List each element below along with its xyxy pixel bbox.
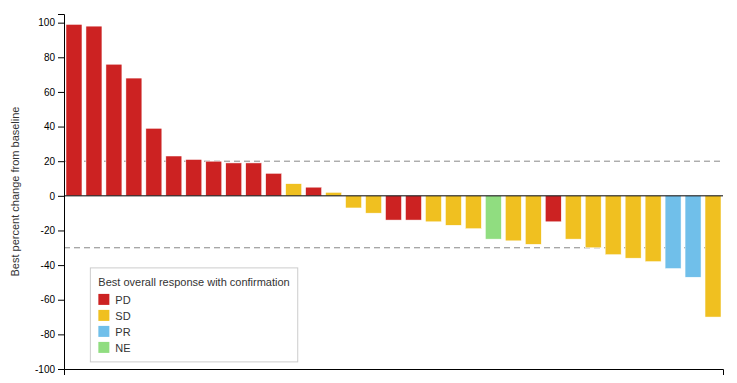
legend-item: PD xyxy=(98,294,130,306)
bar xyxy=(425,196,441,222)
bar xyxy=(166,156,182,196)
legend-title: Best overall response with confirmation xyxy=(98,276,289,288)
bar xyxy=(386,196,402,220)
bar xyxy=(545,196,561,222)
y-tick: 40 xyxy=(44,121,64,132)
y-tick: -60 xyxy=(41,294,64,305)
legend: Best overall response with confirmation P… xyxy=(90,268,297,362)
y-axis-label: Best percent change from baseline xyxy=(9,107,21,277)
y-tick-mark xyxy=(58,57,64,58)
legend-swatch xyxy=(98,294,109,305)
y-tick-label: -100 xyxy=(35,364,55,375)
bar xyxy=(565,196,581,239)
y-tick: 20 xyxy=(44,156,64,167)
y-tick: 0 xyxy=(49,191,64,202)
y-tick-mark xyxy=(58,127,64,128)
y-tick: 60 xyxy=(44,87,64,98)
bar xyxy=(246,163,262,196)
legend-swatch xyxy=(98,310,109,321)
y-tick-mark xyxy=(58,161,64,162)
plot: -100 -80 -60 -40 -20 0 20 40 60 80 100 Best overall… xyxy=(35,15,724,376)
bar xyxy=(625,196,641,258)
x-axis xyxy=(65,370,724,376)
bar xyxy=(445,196,461,225)
y-tick-label: -40 xyxy=(41,260,56,271)
y-tick-mark xyxy=(58,92,64,93)
bar xyxy=(286,184,302,196)
y-tick-mark xyxy=(58,265,64,266)
bar xyxy=(366,196,382,213)
y-tick-mark xyxy=(58,369,64,370)
y-tick: 80 xyxy=(44,52,64,63)
bar xyxy=(106,64,122,196)
bar xyxy=(585,196,601,248)
y-tick: -80 xyxy=(41,329,64,340)
legend-swatch xyxy=(98,326,109,337)
legend-label: NE xyxy=(115,342,130,354)
y-axis-line xyxy=(58,15,65,370)
legend-swatch xyxy=(98,342,109,353)
bar xyxy=(266,173,282,196)
y-tick-label: 100 xyxy=(38,17,55,28)
y-axis: -100 -80 -60 -40 -20 0 20 40 60 80 100 xyxy=(35,15,65,375)
bar xyxy=(705,196,721,317)
bar xyxy=(525,196,541,244)
y-tick: -40 xyxy=(41,260,64,271)
x-axis-line xyxy=(65,370,724,376)
y-tick-label: -60 xyxy=(41,294,56,305)
bar xyxy=(665,196,681,269)
reference-line xyxy=(64,161,723,162)
bar xyxy=(346,196,362,208)
bar xyxy=(66,24,82,195)
y-tick-mark xyxy=(58,300,64,301)
y-tick-mark xyxy=(58,334,64,335)
bar xyxy=(505,196,521,241)
legend-label: PR xyxy=(115,326,130,338)
bar xyxy=(126,78,142,196)
y-tick: -100 xyxy=(35,364,64,375)
y-tick-label: 40 xyxy=(44,121,56,132)
y-tick-mark xyxy=(58,23,64,24)
legend-item: PR xyxy=(98,326,130,338)
y-tick: 100 xyxy=(38,17,64,28)
bar xyxy=(146,128,162,196)
y-tick-mark xyxy=(58,196,64,197)
bar xyxy=(465,196,481,229)
y-tick-label: -80 xyxy=(41,329,56,340)
bar xyxy=(485,196,501,239)
bar xyxy=(186,159,202,195)
y-tick-mark xyxy=(58,230,64,231)
y-tick-label: 20 xyxy=(44,156,56,167)
legend-frame xyxy=(90,268,297,362)
reference-line xyxy=(64,247,723,248)
y-tick-label: 80 xyxy=(44,52,56,63)
y-tick: -20 xyxy=(41,225,64,236)
y-tick-label: -20 xyxy=(41,225,56,236)
chart: -100 -80 -60 -40 -20 0 20 40 60 80 100 Best overall… xyxy=(0,0,737,383)
bar xyxy=(86,26,102,196)
legend-item: NE xyxy=(98,342,130,354)
bar xyxy=(306,187,322,196)
y-tick-label: 60 xyxy=(44,87,56,98)
legend-item: SD xyxy=(98,310,130,322)
legend-label: SD xyxy=(115,310,130,322)
zero-line xyxy=(64,195,723,196)
bar xyxy=(605,196,621,255)
legend-label: PD xyxy=(115,294,130,306)
bar xyxy=(226,163,242,196)
bar xyxy=(326,192,342,195)
bar xyxy=(645,196,661,262)
bar xyxy=(685,196,701,277)
bar xyxy=(206,161,222,196)
bar xyxy=(405,196,421,220)
y-tick-label: 0 xyxy=(49,191,55,202)
